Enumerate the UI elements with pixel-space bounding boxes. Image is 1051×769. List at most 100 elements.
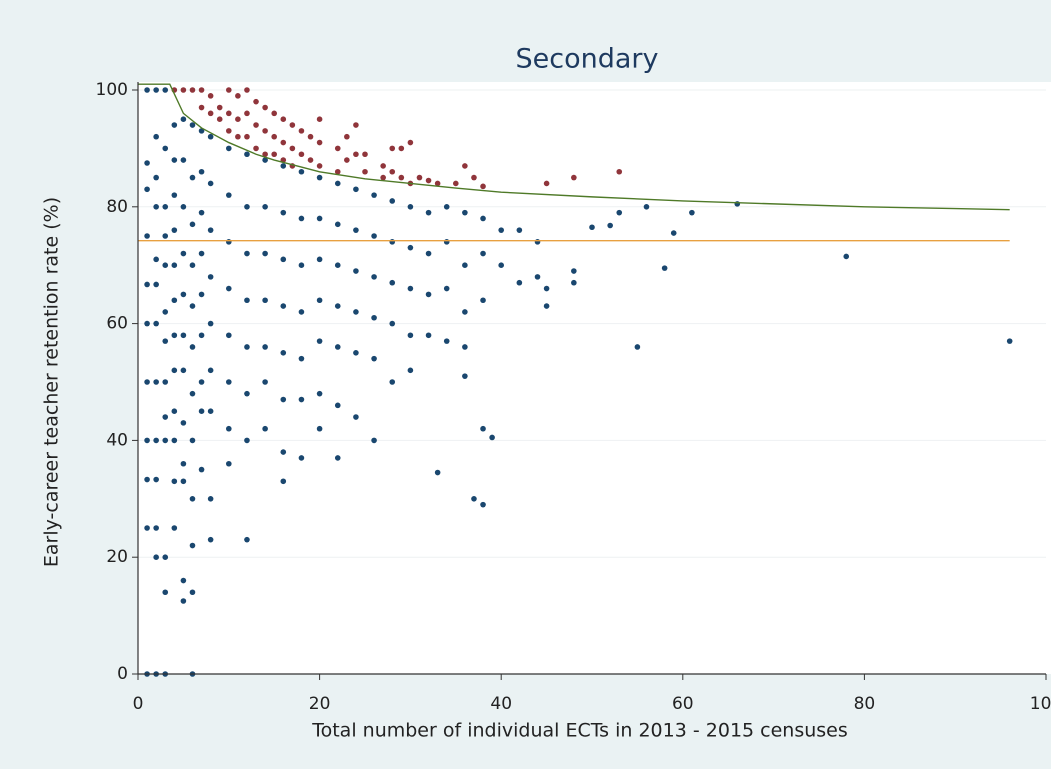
point bbox=[280, 478, 287, 485]
point bbox=[244, 204, 250, 210]
point bbox=[180, 420, 187, 426]
point bbox=[271, 110, 278, 117]
point bbox=[353, 414, 359, 420]
point bbox=[171, 367, 178, 374]
point bbox=[389, 320, 396, 327]
point bbox=[380, 174, 386, 181]
point bbox=[280, 396, 287, 403]
point bbox=[407, 285, 414, 292]
axes: 0 20 40 60 80 100 0 20 40 60 80 100 bbox=[96, 80, 1051, 714]
point bbox=[480, 501, 486, 508]
point bbox=[661, 265, 668, 271]
point bbox=[289, 122, 296, 128]
point bbox=[425, 332, 432, 339]
point bbox=[244, 250, 250, 257]
point bbox=[462, 262, 468, 269]
point bbox=[280, 116, 287, 122]
y-tick-label: 80 bbox=[106, 197, 128, 217]
point bbox=[162, 262, 169, 269]
point bbox=[171, 262, 178, 269]
point bbox=[389, 239, 396, 245]
point bbox=[180, 577, 187, 584]
point bbox=[162, 87, 169, 93]
point bbox=[244, 87, 250, 93]
point bbox=[298, 151, 305, 158]
point bbox=[244, 110, 250, 117]
point bbox=[153, 320, 159, 327]
point bbox=[498, 227, 505, 233]
point bbox=[262, 151, 268, 158]
x-tick-label: 80 bbox=[854, 694, 876, 714]
point bbox=[226, 110, 232, 117]
point bbox=[207, 93, 214, 99]
point bbox=[353, 350, 359, 356]
point bbox=[189, 122, 196, 128]
point bbox=[316, 297, 323, 304]
point bbox=[144, 186, 150, 193]
point bbox=[334, 303, 341, 309]
point bbox=[298, 309, 305, 315]
point bbox=[244, 390, 250, 397]
point bbox=[180, 598, 187, 604]
point bbox=[571, 279, 577, 286]
point bbox=[425, 209, 432, 216]
y-tick-label: 60 bbox=[106, 314, 128, 334]
point bbox=[171, 478, 178, 485]
point bbox=[425, 177, 432, 184]
point bbox=[434, 180, 441, 187]
point bbox=[162, 309, 169, 315]
point bbox=[189, 87, 196, 93]
point bbox=[262, 104, 268, 111]
point bbox=[480, 425, 486, 432]
point bbox=[398, 145, 405, 152]
point bbox=[380, 163, 386, 169]
point bbox=[353, 268, 359, 274]
point bbox=[198, 408, 205, 415]
point bbox=[171, 437, 178, 444]
point bbox=[180, 478, 187, 485]
point bbox=[226, 128, 232, 134]
point bbox=[407, 244, 414, 251]
point bbox=[207, 227, 214, 233]
point bbox=[153, 281, 159, 288]
point bbox=[371, 314, 377, 321]
point bbox=[171, 525, 178, 531]
y-axis-label: Early-career teacher retention rate (%) bbox=[41, 197, 63, 567]
point bbox=[344, 133, 350, 140]
point bbox=[162, 379, 169, 385]
point bbox=[280, 449, 287, 455]
y-tick-label: 20 bbox=[106, 547, 128, 567]
point bbox=[298, 455, 305, 461]
point bbox=[371, 274, 377, 280]
point bbox=[189, 303, 196, 309]
point bbox=[198, 466, 205, 473]
point bbox=[171, 297, 178, 304]
point bbox=[516, 227, 523, 233]
point bbox=[534, 239, 541, 245]
point bbox=[235, 133, 241, 140]
point bbox=[180, 204, 187, 210]
point bbox=[162, 233, 169, 239]
point bbox=[407, 367, 414, 374]
point bbox=[153, 525, 159, 531]
point bbox=[207, 320, 214, 327]
point bbox=[543, 303, 550, 309]
point bbox=[389, 279, 396, 286]
point bbox=[198, 209, 205, 216]
point bbox=[362, 168, 368, 175]
point bbox=[189, 437, 196, 444]
point bbox=[198, 379, 205, 385]
point bbox=[207, 536, 214, 543]
point bbox=[153, 256, 159, 263]
point bbox=[171, 192, 178, 198]
point bbox=[616, 209, 623, 216]
point bbox=[334, 180, 341, 187]
point bbox=[144, 379, 150, 385]
point bbox=[543, 285, 550, 292]
point bbox=[162, 145, 169, 152]
point bbox=[262, 425, 268, 432]
point bbox=[607, 222, 613, 229]
point bbox=[480, 183, 486, 190]
point bbox=[153, 174, 159, 181]
